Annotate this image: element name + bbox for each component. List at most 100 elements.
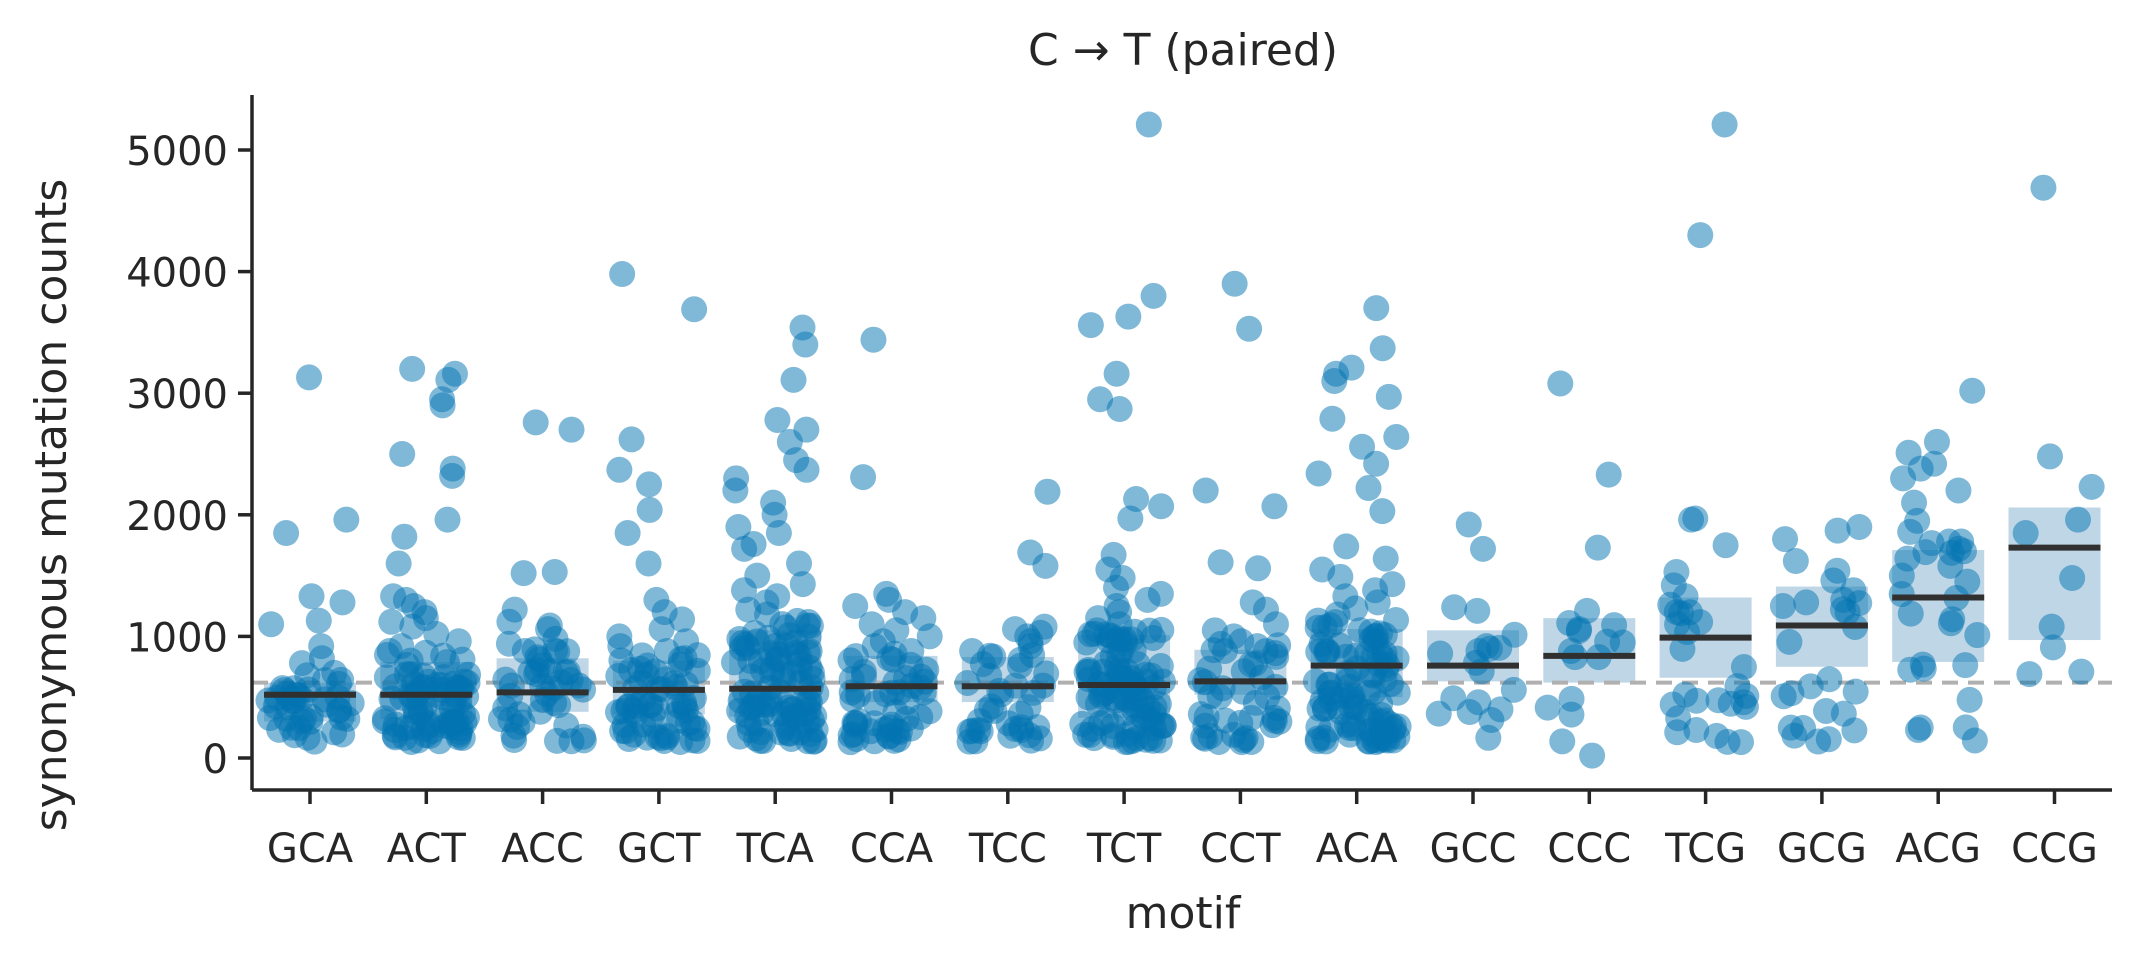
point-tct <box>1084 617 1111 644</box>
point-tct <box>1146 727 1173 754</box>
point-gct <box>618 426 645 453</box>
point-gca <box>288 650 315 677</box>
point-tcc <box>1024 714 1051 741</box>
point-tct <box>1135 111 1162 138</box>
point-aca <box>1355 475 1382 502</box>
point-tcg <box>1727 729 1754 756</box>
point-gcc <box>1501 621 1528 648</box>
point-cct <box>1211 637 1238 664</box>
point-tca <box>793 456 820 483</box>
point-ccc <box>1547 370 1574 397</box>
point-cca <box>850 663 877 690</box>
y-axis-label: synonymous mutation counts <box>26 179 77 832</box>
point-tcc <box>959 637 986 664</box>
point-gca <box>273 520 300 547</box>
point-act <box>399 613 426 640</box>
point-gcc <box>1475 724 1502 751</box>
x-axis-label: motif <box>1126 888 1242 939</box>
point-tca <box>722 477 749 504</box>
point-aca <box>1327 563 1354 590</box>
point-tca <box>739 680 766 707</box>
point-cct <box>1259 712 1286 739</box>
y-tick-label: 2000 <box>126 494 228 540</box>
point-tct <box>1103 574 1130 601</box>
point-aca <box>1367 620 1394 647</box>
point-tcg <box>1663 599 1690 626</box>
point-tcg <box>1705 687 1732 714</box>
x-tick-label: CCC <box>1547 826 1631 872</box>
points-layer <box>255 111 2105 769</box>
point-cct <box>1221 270 1248 297</box>
point-acg <box>1910 655 1937 682</box>
point-gct <box>636 496 663 523</box>
point-cca <box>897 715 924 742</box>
point-cct <box>1262 611 1289 638</box>
point-gcc <box>1487 696 1514 723</box>
point-tcg <box>1687 222 1714 249</box>
point-tcg <box>1683 717 1710 744</box>
point-tct <box>1107 667 1134 694</box>
point-act <box>451 668 478 695</box>
point-cct <box>1236 315 1263 342</box>
point-cca <box>916 623 943 650</box>
point-aca <box>1305 460 1332 487</box>
point-ccg <box>2065 506 2092 533</box>
point-tca <box>726 723 753 750</box>
point-cct <box>1238 704 1265 731</box>
point-ccc <box>1549 728 1576 755</box>
point-aca <box>1372 545 1399 572</box>
point-gca <box>329 589 356 616</box>
point-gcc <box>1455 511 1482 538</box>
point-gcg <box>1834 599 1861 626</box>
point-gct <box>614 520 641 547</box>
y-tick-label: 4000 <box>126 251 228 297</box>
point-cca <box>916 698 943 725</box>
point-cct <box>1238 728 1265 755</box>
point-gcc <box>1427 640 1454 667</box>
point-acc <box>511 637 538 664</box>
point-gca <box>301 728 328 755</box>
point-act <box>391 523 418 550</box>
point-acg <box>1952 652 1979 679</box>
point-acg <box>1923 428 1950 455</box>
point-aca <box>1383 423 1410 450</box>
point-aca <box>1324 601 1351 628</box>
point-acc <box>542 625 569 652</box>
point-gct <box>669 606 696 633</box>
x-tick-label: ACC <box>501 826 584 872</box>
x-tick-label: ACT <box>387 826 467 872</box>
point-tct <box>1075 656 1102 683</box>
point-cct <box>1245 555 1272 582</box>
point-tct <box>1106 611 1133 638</box>
point-ccc <box>1566 616 1593 643</box>
point-acg <box>1939 606 1966 633</box>
y-tick-layer: 0 1000 2000 3000 4000 5000 <box>126 129 252 783</box>
point-tct <box>1077 312 1104 339</box>
point-cct <box>1207 549 1234 576</box>
x-tick-label: GCA <box>267 826 354 872</box>
point-acc <box>558 416 585 443</box>
axes-layer <box>250 95 2112 792</box>
point-aca <box>1369 335 1396 362</box>
point-aca <box>1311 695 1338 722</box>
point-aca <box>1366 640 1393 667</box>
point-act <box>385 550 412 577</box>
point-cct <box>1244 633 1271 660</box>
point-act <box>399 355 426 382</box>
point-acg <box>1937 552 1964 579</box>
point-gcg <box>1824 517 1851 544</box>
point-tca <box>772 614 799 641</box>
point-tca <box>764 406 791 433</box>
point-tca <box>725 513 752 540</box>
point-ccc <box>1595 461 1622 488</box>
point-tca <box>796 688 823 715</box>
point-cca <box>860 326 887 353</box>
point-ccc <box>1558 701 1585 728</box>
point-gcg <box>1782 548 1809 575</box>
point-gct <box>635 550 662 577</box>
x-tick-layer: GCA ACT ACC GCT TCA CCA TCC TCT CCT ACA GCC CCC TCG G… <box>267 790 2098 872</box>
point-act <box>429 392 456 419</box>
point-acg <box>1888 581 1915 608</box>
point-aca <box>1369 498 1396 525</box>
